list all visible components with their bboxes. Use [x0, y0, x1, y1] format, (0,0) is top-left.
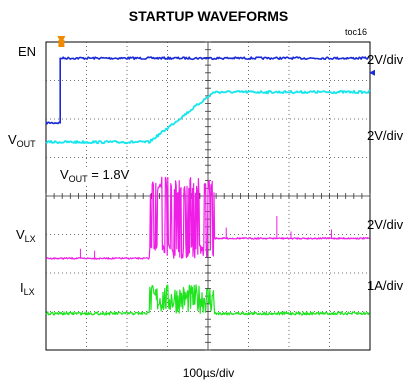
vout-annotation: VOUT = 1.8V: [58, 167, 132, 184]
trace-ilx: [45, 284, 370, 316]
markers: [57, 36, 375, 76]
scale-label-ilx: 1A/div: [367, 278, 404, 293]
channel-label-ilx: ILX: [20, 280, 35, 297]
trace-en: [45, 56, 370, 125]
chart-title: STARTUP WAVEFORMS: [128, 8, 289, 24]
trace-vout: [45, 89, 371, 145]
scale-label-en: 2V/div: [367, 52, 404, 67]
scale-label-vlx: 2V/div: [367, 217, 404, 232]
channel-label-vlx: VLX: [16, 227, 36, 244]
trace-vlx: [45, 176, 370, 260]
figure-id: toc16: [345, 27, 368, 37]
level-marker: [369, 69, 375, 76]
trigger-marker-body: [58, 40, 65, 47]
x-axis-label: 100µs/div: [182, 366, 235, 380]
traces: [45, 56, 371, 316]
scale-label-vout: 2V/div: [367, 128, 404, 143]
channel-label-vout: VOUT: [8, 132, 36, 149]
channel-label-en: EN: [18, 44, 37, 59]
